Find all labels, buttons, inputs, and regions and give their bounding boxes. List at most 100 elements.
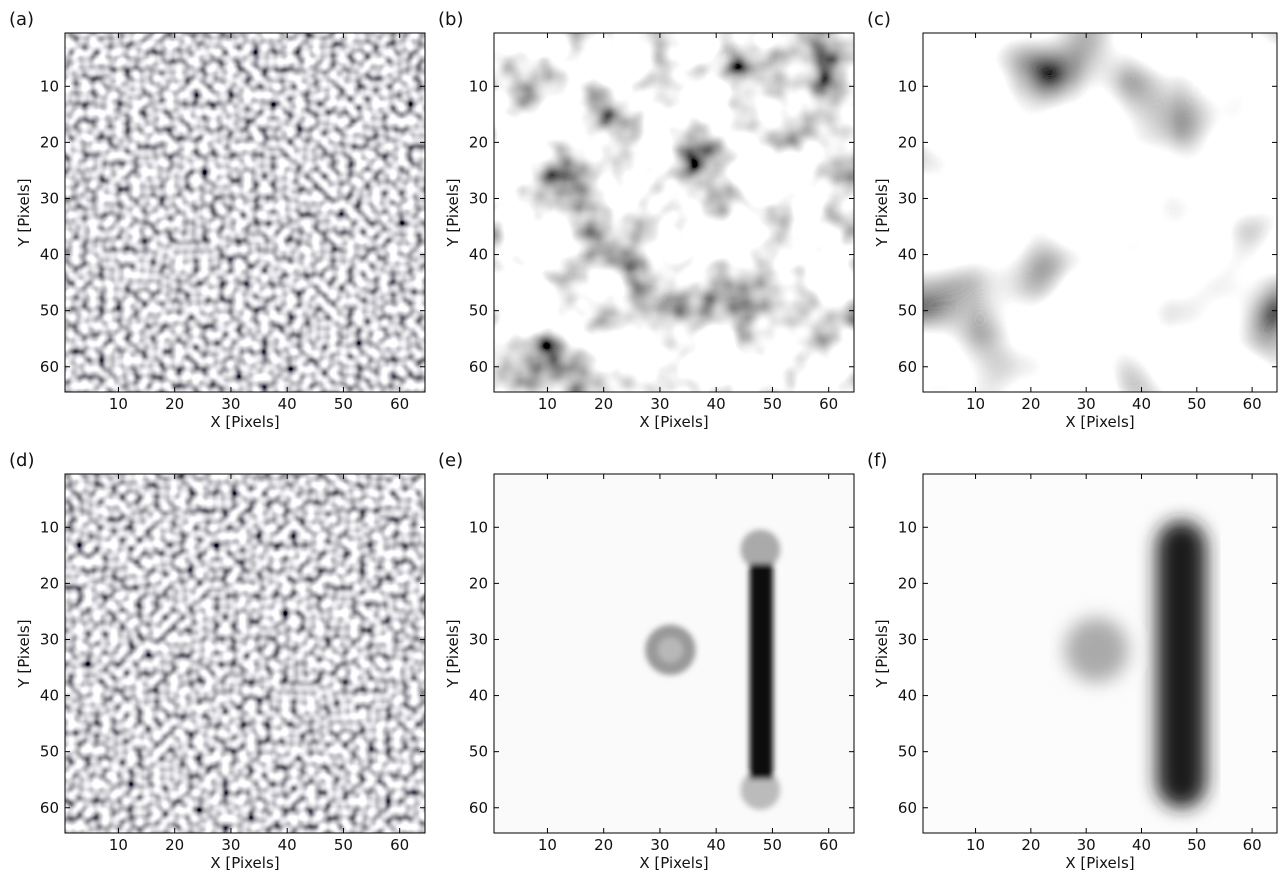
x-tick-label: 30 <box>1077 395 1096 413</box>
x-tick-label: 60 <box>1243 395 1262 413</box>
x-tick-label: 50 <box>1187 395 1206 413</box>
x-tick-label: 50 <box>763 395 782 413</box>
x-tick-label: 50 <box>763 836 782 854</box>
y-tick-label: 50 <box>898 302 917 320</box>
x-tick-label: 10 <box>966 836 985 854</box>
x-tick-label: 50 <box>334 836 353 854</box>
x-tick-label: 40 <box>707 836 726 854</box>
x-tick-label: 20 <box>165 395 184 413</box>
y-tick-label: 60 <box>469 358 488 376</box>
y-tick-label: 40 <box>40 246 59 264</box>
x-tick-label: 30 <box>221 395 240 413</box>
plot-frame <box>64 32 426 393</box>
y-tick-label: 10 <box>40 77 59 95</box>
y-tick-label: 20 <box>40 574 59 592</box>
image <box>65 474 425 833</box>
y-tick-label: 20 <box>898 574 917 592</box>
x-axis-label: X [Pixels] <box>210 854 279 872</box>
image <box>65 33 425 392</box>
panel: 10 20 30 40 50 60 10 20 30 40 50 60 X [Pixels] Y [Pix… <box>438 450 855 872</box>
x-tick-label: 60 <box>819 395 838 413</box>
x-axis-label: X [Pixels] <box>639 413 708 431</box>
plot-frame <box>64 473 426 834</box>
y-tick-label: 50 <box>898 743 917 761</box>
x-axis-label: X [Pixels] <box>210 413 279 431</box>
panel-label: (c) <box>867 9 891 30</box>
panel-label: (f) <box>867 450 887 471</box>
panel: 10 20 30 40 50 60 10 20 30 40 50 60 X [Pixels] Y [Pix… <box>867 450 1278 872</box>
x-tick-label: 40 <box>1132 836 1151 854</box>
y-tick-label: 10 <box>469 77 488 95</box>
y-tick-label: 40 <box>469 246 488 264</box>
plot-frame <box>493 473 855 834</box>
x-tick-label: 10 <box>538 836 557 854</box>
y-tick-label: 40 <box>898 687 917 705</box>
y-tick-label: 40 <box>469 687 488 705</box>
y-tick-label: 20 <box>469 574 488 592</box>
y-tick-label: 10 <box>40 518 59 536</box>
x-tick-label: 30 <box>221 836 240 854</box>
y-axis-label: Y [Pixels] <box>444 178 462 247</box>
panel-label: (e) <box>438 450 463 471</box>
y-tick-label: 30 <box>40 630 59 648</box>
y-tick-label: 20 <box>40 133 59 151</box>
x-tick-label: 60 <box>819 836 838 854</box>
y-tick-label: 50 <box>469 302 488 320</box>
x-tick-label: 10 <box>966 395 985 413</box>
image <box>923 33 1277 392</box>
plot-frame <box>922 32 1278 393</box>
x-tick-label: 20 <box>165 836 184 854</box>
x-tick-label: 20 <box>1021 395 1040 413</box>
y-tick-label: 50 <box>469 743 488 761</box>
image <box>494 474 854 833</box>
x-axis-label: X [Pixels] <box>1065 413 1134 431</box>
y-tick-label: 40 <box>40 687 59 705</box>
panel: 10 20 30 40 50 60 10 20 30 40 50 60 X [Pixels] Y [Pix… <box>9 9 426 431</box>
x-axis-label: X [Pixels] <box>1065 854 1134 872</box>
y-tick-label: 40 <box>898 246 917 264</box>
image <box>923 474 1277 833</box>
x-tick-label: 60 <box>390 836 409 854</box>
panel-label: (b) <box>438 9 463 30</box>
y-tick-label: 20 <box>469 133 488 151</box>
y-axis-label: Y [Pixels] <box>873 619 891 688</box>
panel-label: (a) <box>9 9 34 30</box>
y-tick-label: 60 <box>898 358 917 376</box>
y-tick-label: 60 <box>40 358 59 376</box>
y-tick-label: 10 <box>898 77 917 95</box>
y-tick-label: 50 <box>40 302 59 320</box>
x-tick-label: 20 <box>1021 836 1040 854</box>
y-tick-label: 20 <box>898 133 917 151</box>
x-tick-label: 30 <box>1077 836 1096 854</box>
y-tick-label: 10 <box>898 518 917 536</box>
x-tick-label: 30 <box>650 836 669 854</box>
y-tick-label: 30 <box>469 189 488 207</box>
x-tick-label: 60 <box>1243 836 1262 854</box>
y-tick-label: 30 <box>898 189 917 207</box>
x-tick-label: 10 <box>538 395 557 413</box>
y-tick-label: 10 <box>469 518 488 536</box>
plot-frame <box>493 32 855 393</box>
y-tick-label: 60 <box>40 799 59 817</box>
y-tick-label: 60 <box>898 799 917 817</box>
panel: 10 20 30 40 50 60 10 20 30 40 50 60 X [Pixels] Y [Pix… <box>867 9 1278 431</box>
x-tick-label: 60 <box>390 395 409 413</box>
y-tick-label: 30 <box>40 189 59 207</box>
plot-frame <box>922 473 1278 834</box>
panel-label: (d) <box>9 450 34 471</box>
y-tick-label: 30 <box>898 630 917 648</box>
y-tick-label: 30 <box>469 630 488 648</box>
x-tick-label: 10 <box>109 836 128 854</box>
x-tick-label: 20 <box>594 836 613 854</box>
y-axis-label: Y [Pixels] <box>15 619 33 688</box>
panel: 10 20 30 40 50 60 10 20 30 40 50 60 X [Pixels] Y [Pix… <box>9 450 426 872</box>
panel: 10 20 30 40 50 60 10 20 30 40 50 60 X [Pixels] Y [Pix… <box>438 9 855 431</box>
x-tick-label: 40 <box>278 395 297 413</box>
image <box>494 33 854 392</box>
y-axis-label: Y [Pixels] <box>873 178 891 247</box>
x-axis-label: X [Pixels] <box>639 854 708 872</box>
y-axis-label: Y [Pixels] <box>15 178 33 247</box>
x-tick-label: 40 <box>1132 395 1151 413</box>
x-tick-label: 50 <box>334 395 353 413</box>
